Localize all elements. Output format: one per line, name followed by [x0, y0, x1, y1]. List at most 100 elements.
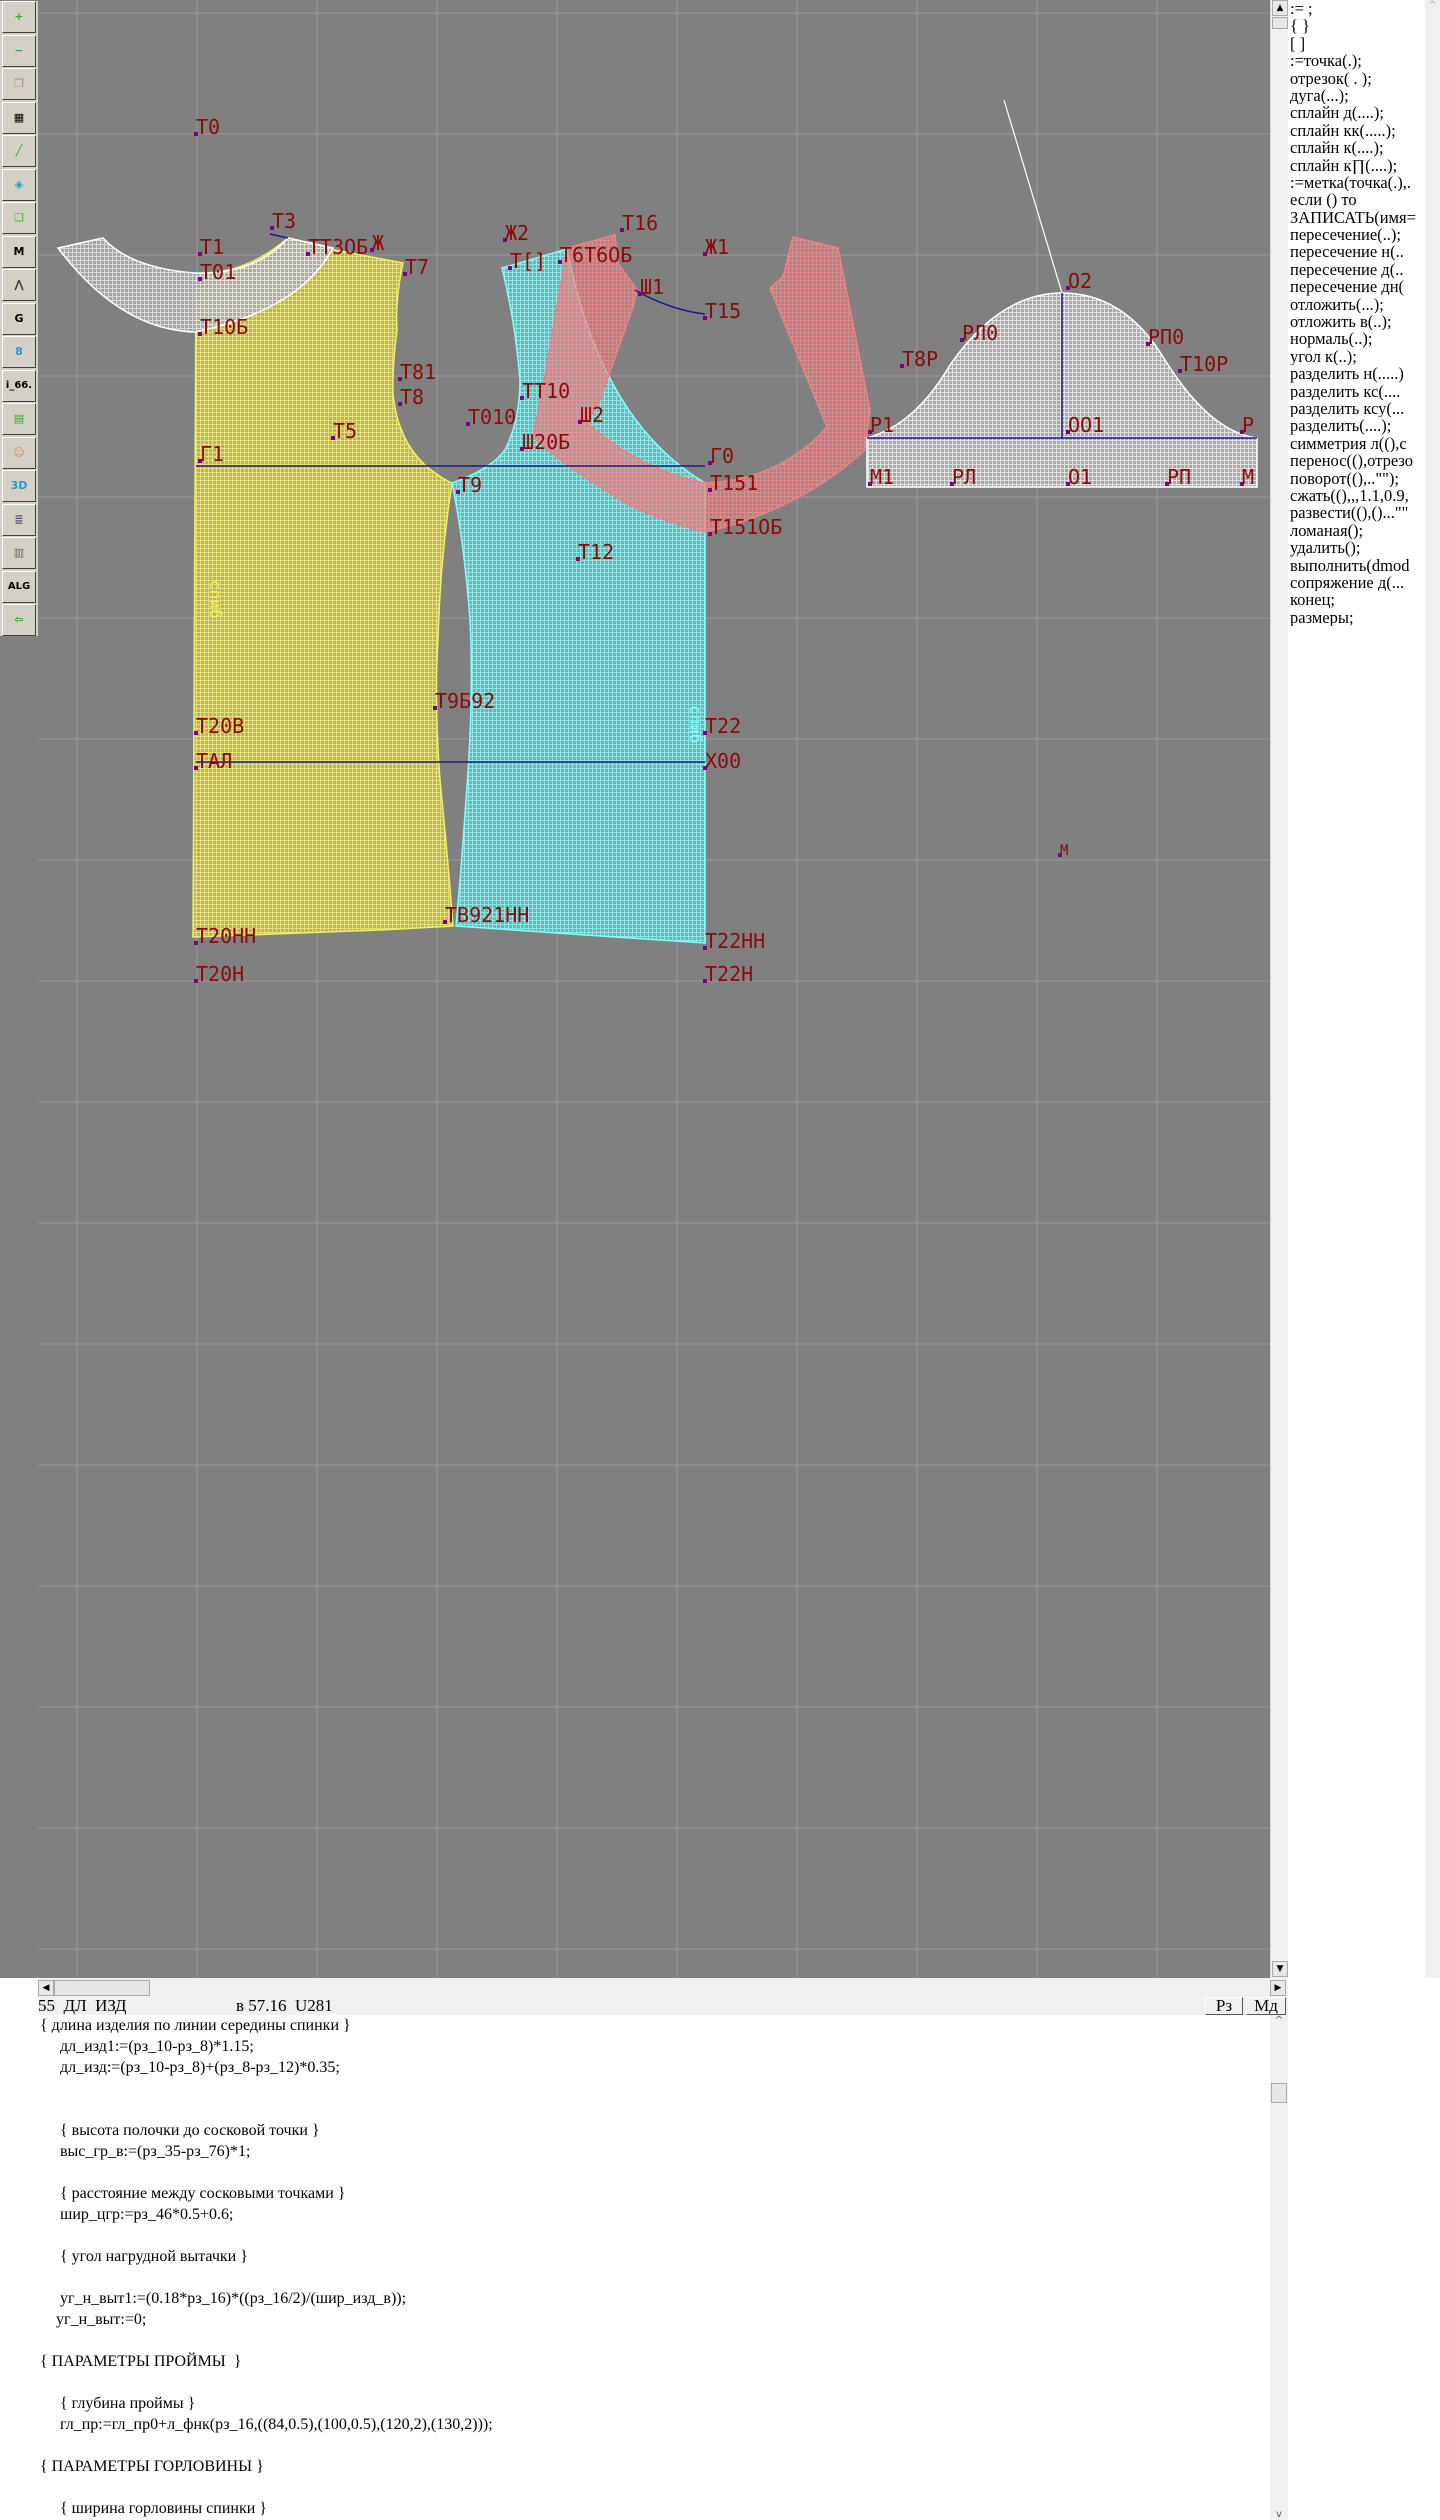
code-line[interactable]	[38, 2162, 1270, 2183]
command-item[interactable]: отложить в(..);	[1290, 313, 1392, 331]
command-item[interactable]: разделить(....);	[1290, 417, 1392, 435]
command-item[interactable]: нормаль(..);	[1290, 330, 1373, 348]
point-marker[interactable]	[950, 482, 954, 486]
code-line[interactable]: { длина изделия по линии середины спинки…	[40, 2017, 351, 2034]
point-label[interactable]: Т151ОБ	[710, 515, 782, 539]
code-line[interactable]: уг_н_выт:=0;	[40, 2311, 147, 2328]
command-item[interactable]: сплайн к(....);	[1290, 139, 1384, 157]
point-label[interactable]: Т22НН	[705, 929, 765, 953]
point-label[interactable]: Т20Н	[196, 962, 244, 986]
command-item[interactable]: конец;	[1290, 591, 1335, 609]
code-line[interactable]	[38, 2477, 1270, 2498]
point-label[interactable]: М	[1060, 843, 1068, 859]
code-line[interactable]: { ПАРАМЕТРЫ ГОРЛОВИНЫ }	[40, 2458, 264, 2475]
editor-scrollbar[interactable]: ^ v	[1270, 2015, 1288, 2520]
code-line[interactable]: { ПАРАМЕТРЫ ПРОЙМЫ }	[40, 2353, 242, 2370]
code-line[interactable]	[38, 2435, 1270, 2456]
point-label[interactable]: О2	[1068, 269, 1092, 293]
canvas-horizontal-scrollbar[interactable]: ◀ ▶	[38, 1980, 1288, 1996]
point-marker[interactable]	[198, 252, 202, 256]
point-label[interactable]: М1	[870, 465, 894, 489]
command-item[interactable]: :=метка(точка(.),.	[1290, 173, 1412, 192]
point-label[interactable]: Р	[1242, 413, 1254, 437]
zoom-in-button[interactable]: +	[2, 1, 36, 33]
point-marker[interactable]	[194, 766, 198, 770]
point-label[interactable]: Т20В	[196, 714, 244, 738]
point-label[interactable]: Х00	[705, 749, 741, 773]
map-button[interactable]: ◈	[2, 168, 36, 201]
code-line[interactable]: шир_цгр:=рз_46*0.5+0.6;	[40, 2206, 234, 2223]
point-label[interactable]: Т12	[578, 540, 614, 564]
point-label[interactable]: О1	[1068, 465, 1092, 489]
command-item[interactable]: угол к(..);	[1290, 347, 1357, 366]
point-marker[interactable]	[960, 338, 964, 342]
code-line[interactable]: гл_пр:=гл_пр0+л_фнк(рз_16,((84,0.5),(100…	[40, 2416, 493, 2433]
scroll-left-button[interactable]: ◀	[38, 1980, 54, 1996]
point-label[interactable]: Т3	[272, 209, 296, 233]
command-item[interactable]: отрезок( . );	[1290, 69, 1372, 87]
point-label[interactable]: РЛ	[952, 465, 976, 489]
zoom-out-button[interactable]: −	[2, 34, 36, 67]
ruler-button[interactable]: 8	[2, 336, 36, 368]
point-label[interactable]: Т16	[622, 211, 658, 235]
code-line[interactable]: дл_изд:=(рз_10-рз_8)+(рз_8-рз_12)*0.35;	[40, 2059, 340, 2076]
rz-button[interactable]: Рз	[1205, 1997, 1243, 2015]
command-item[interactable]: разделить кс(....	[1290, 382, 1401, 400]
md-button[interactable]: Мд	[1246, 1997, 1286, 2015]
point-label[interactable]: ТТ10	[522, 379, 570, 403]
point-marker[interactable]	[520, 447, 524, 451]
code-line[interactable]	[38, 2330, 1270, 2351]
canvas-vertical-scrollbar[interactable]: ▲ ▼	[1270, 0, 1289, 1978]
point-label[interactable]: Т9	[458, 473, 482, 497]
command-item[interactable]: симметрия л((),с	[1290, 434, 1407, 453]
scroll-up-button[interactable]: ▲	[1272, 0, 1288, 16]
list-button[interactable]: ≣	[2, 503, 36, 536]
point-label[interactable]: М	[1242, 465, 1254, 489]
code-line[interactable]	[38, 2099, 1270, 2120]
point-label[interactable]: Т0	[196, 115, 220, 139]
code-editor[interactable]: { длина изделия по линии середины спинки…	[38, 2015, 1270, 2520]
code-line[interactable]: выс_гр_в:=(рз_35-рз_76)*1;	[40, 2143, 251, 2160]
command-item[interactable]: пересечение д(..	[1290, 260, 1404, 279]
point-label[interactable]: Т[]	[510, 249, 546, 273]
point-label[interactable]: ТТ3ОБ	[308, 235, 368, 259]
algorithm-button[interactable]: ALG	[2, 570, 36, 603]
point-label[interactable]: Ж	[372, 231, 384, 255]
point-marker[interactable]	[1165, 482, 1169, 486]
point-label[interactable]: Т6Т6ОБ	[560, 243, 632, 267]
point-marker[interactable]	[520, 396, 524, 400]
code-line[interactable]	[38, 2225, 1270, 2246]
point-marker[interactable]	[456, 490, 460, 494]
code-line[interactable]	[38, 2372, 1270, 2393]
code-line[interactable]: { угол нагрудной вытачки }	[40, 2248, 248, 2265]
point-label[interactable]: Ш20Б	[522, 430, 570, 454]
exit-button[interactable]: ⇦	[2, 604, 36, 636]
point-marker[interactable]	[1240, 430, 1244, 434]
point-marker[interactable]	[270, 226, 274, 230]
command-item[interactable]: отложить(...);	[1290, 295, 1384, 314]
back-neck-facing[interactable]	[56, 237, 335, 333]
point-label[interactable]: Т1	[200, 235, 224, 259]
point-label[interactable]: Т151	[710, 471, 758, 495]
point-label[interactable]: Р1	[870, 413, 894, 437]
point-marker[interactable]	[558, 260, 562, 264]
command-item[interactable]: сопряжение д(...	[1290, 573, 1405, 592]
point-label[interactable]: Г0	[710, 444, 734, 468]
code-line[interactable]: дл_изд1:=(рз_10-рз_8)*1.15;	[40, 2038, 254, 2055]
point-label[interactable]: Г1	[200, 442, 224, 466]
point-marker[interactable]	[198, 277, 202, 281]
segment-button[interactable]: ╱	[2, 135, 36, 167]
grading-button[interactable]: G	[2, 302, 36, 335]
point-label[interactable]: Т01	[200, 260, 236, 284]
command-item[interactable]: сплайн к∏(....);	[1290, 156, 1398, 174]
point-marker[interactable]	[198, 459, 202, 463]
point-marker[interactable]	[900, 364, 904, 368]
3d-button[interactable]: 3D	[2, 470, 36, 502]
point-label[interactable]: Т5	[333, 419, 357, 443]
command-item[interactable]: сплайн кк(.....);	[1290, 121, 1396, 140]
point-marker[interactable]	[708, 532, 712, 536]
command-item[interactable]: ломаная();	[1290, 521, 1364, 540]
grid-button[interactable]: ▦	[2, 101, 36, 134]
scroll-thumb[interactable]	[1272, 17, 1288, 29]
point-label[interactable]: Т7	[405, 255, 429, 279]
